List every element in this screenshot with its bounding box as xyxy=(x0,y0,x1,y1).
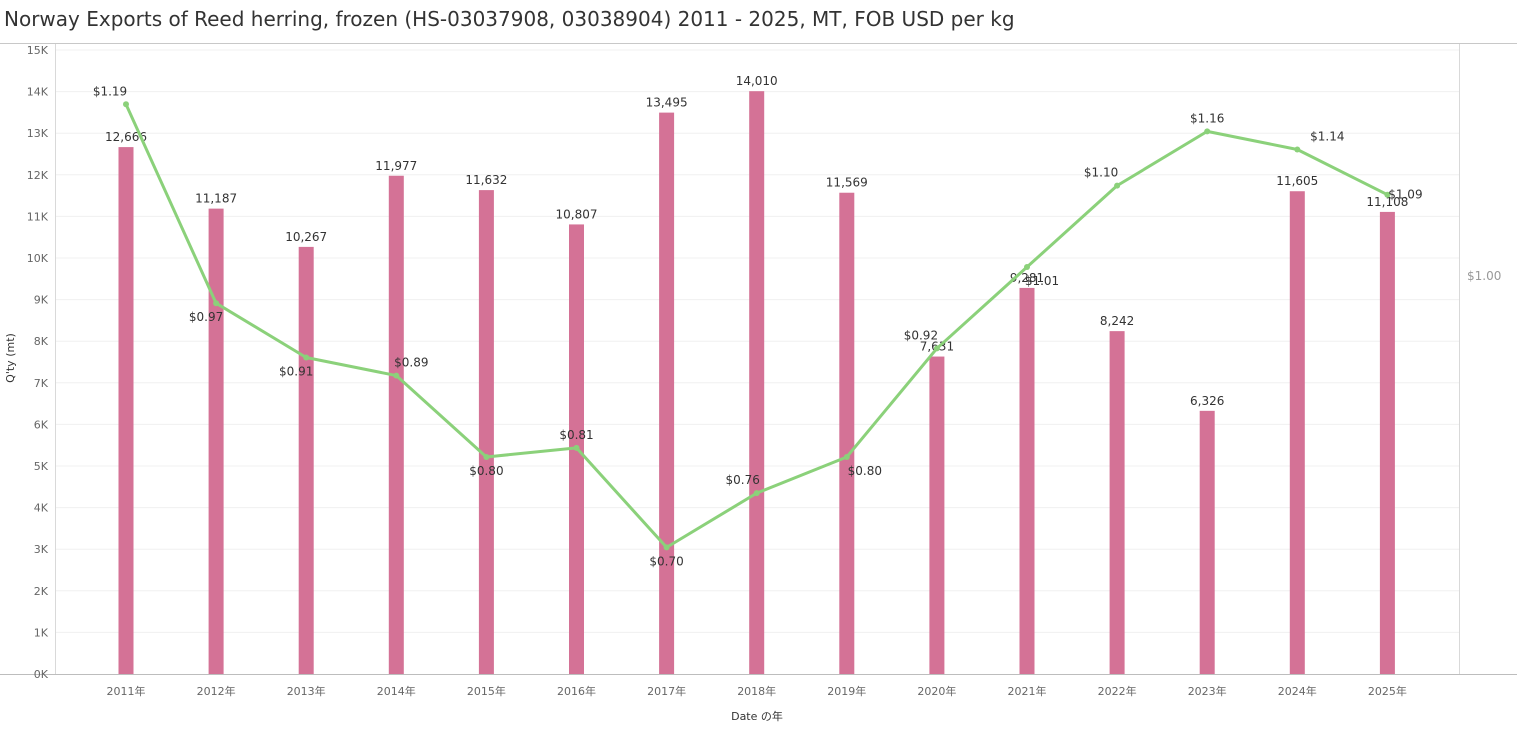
right-tick-label: $1.00 xyxy=(1467,269,1501,283)
bar xyxy=(1109,331,1125,674)
price-point xyxy=(1024,264,1030,271)
x-tick-label: 2011年 xyxy=(107,684,146,698)
price-point xyxy=(663,544,670,551)
price-value-label: $0.70 xyxy=(649,554,683,568)
y-tick-label: 2K xyxy=(34,585,49,598)
y-tick-label: 12K xyxy=(27,169,49,182)
x-axis-title: Date の年 xyxy=(731,709,783,723)
bar xyxy=(478,190,494,674)
bar xyxy=(929,356,945,674)
bar-value-label: 11,569 xyxy=(826,176,868,190)
price-point xyxy=(933,345,940,352)
price-point xyxy=(1384,191,1391,198)
x-tick-label: 2014年 xyxy=(377,684,416,698)
x-tick-label: 2020年 xyxy=(917,684,956,698)
price-line-series: $1.19 $0.97 $0.91 $0.89 $0.80 $0.81 $0.70 $0.76… xyxy=(93,84,1423,568)
price-point xyxy=(1114,182,1121,189)
y-tick-label: 7K xyxy=(34,377,49,390)
x-tick-label: 2015年 xyxy=(467,684,506,698)
x-axis: 2011年 2012年 2013年 2014年 2015年 2016年 2017年 2018年… xyxy=(107,684,1407,698)
price-value-label: $1.14 xyxy=(1310,129,1344,143)
price-value-label: $0.80 xyxy=(469,464,503,478)
x-tick-label: 2016年 xyxy=(557,684,596,698)
bar-value-label: 8,242 xyxy=(1100,314,1134,328)
price-point xyxy=(483,453,490,460)
price-point xyxy=(1204,128,1211,135)
bar-value-label: 11,187 xyxy=(195,192,237,206)
price-value-label: $1.10 xyxy=(1084,166,1118,180)
bar xyxy=(749,91,765,674)
price-point xyxy=(573,444,580,451)
bar xyxy=(208,208,224,675)
bar-value-label: 11,605 xyxy=(1276,174,1318,188)
bar-value-label: 10,807 xyxy=(556,207,598,221)
bar xyxy=(388,175,404,674)
y-tick-label: 15K xyxy=(27,44,49,57)
bar xyxy=(1289,191,1305,674)
x-tick-label: 2021年 xyxy=(1008,684,1047,698)
x-tick-label: 2025年 xyxy=(1368,684,1407,698)
x-tick-label: 2022年 xyxy=(1098,684,1137,698)
x-tick-label: 2012年 xyxy=(197,684,236,698)
price-value-label: $0.97 xyxy=(189,310,223,324)
y-axis-title: Q'ty (mt) xyxy=(4,333,17,383)
y-tick-label: 5K xyxy=(34,460,49,473)
price-value-label: $1.01 xyxy=(1025,274,1059,288)
price-value-label: $1.16 xyxy=(1190,111,1224,125)
price-point xyxy=(213,300,220,307)
price-value-label: $0.92 xyxy=(904,328,938,342)
y-tick-label: 1K xyxy=(34,626,49,639)
bar xyxy=(118,147,134,674)
price-point xyxy=(753,490,760,497)
price-value-label: $0.89 xyxy=(394,356,428,370)
x-tick-label: 2018年 xyxy=(737,684,776,698)
price-value-label: $1.09 xyxy=(1388,188,1422,202)
y-tick-label: 6K xyxy=(34,418,49,431)
price-point xyxy=(393,372,400,379)
left-axis: 0K 1K 2K 3K 4K 5K 6K 7K 8K 9K 10K 11K 12K 13K 14K 15K xyxy=(27,44,49,681)
y-tick-label: 11K xyxy=(27,210,49,223)
bar-value-label: 13,495 xyxy=(646,96,688,110)
x-tick-label: 2024年 xyxy=(1278,684,1317,698)
price-point xyxy=(1294,146,1301,153)
y-tick-label: 13K xyxy=(27,127,49,140)
bar-value-label: 12,666 xyxy=(105,130,147,144)
price-value-label: $0.91 xyxy=(279,364,313,378)
price-value-label: $0.76 xyxy=(726,473,760,487)
x-tick-label: 2017年 xyxy=(647,684,686,698)
price-value-label: $1.19 xyxy=(93,84,127,98)
bar-value-label: 6,326 xyxy=(1190,394,1224,408)
y-tick-label: 10K xyxy=(27,252,49,265)
x-tick-label: 2023年 xyxy=(1188,684,1227,698)
right-axis: $1.00 xyxy=(1467,269,1501,283)
bar-value-label: 11,977 xyxy=(375,159,417,173)
y-tick-label: 3K xyxy=(34,543,49,556)
y-tick-label: 4K xyxy=(34,502,49,515)
y-tick-label: 14K xyxy=(27,86,49,99)
x-tick-label: 2013年 xyxy=(287,684,326,698)
bar-value-label: 11,632 xyxy=(465,173,507,187)
bar-value-label: 10,267 xyxy=(285,230,327,244)
y-tick-label: 8K xyxy=(34,335,49,348)
y-tick-label: 0K xyxy=(34,668,49,681)
bar-value-label: 11,108 xyxy=(1366,195,1408,209)
price-point xyxy=(123,101,129,108)
plot-frame xyxy=(0,43,1517,675)
bar xyxy=(1019,287,1035,674)
bar xyxy=(298,246,314,674)
bar xyxy=(1199,410,1215,674)
bar xyxy=(1379,211,1395,674)
price-value-label: $0.81 xyxy=(559,428,593,442)
bar-value-label: 14,010 xyxy=(736,74,778,88)
price-point xyxy=(843,453,850,460)
y-tick-label: 9K xyxy=(34,294,49,307)
x-tick-label: 2019年 xyxy=(827,684,866,698)
chart-title: Norway Exports of Reed herring, frozen (… xyxy=(4,7,1015,31)
price-value-label: $0.80 xyxy=(848,464,882,478)
bar xyxy=(839,192,855,674)
bar xyxy=(659,112,675,674)
price-point xyxy=(303,354,310,361)
